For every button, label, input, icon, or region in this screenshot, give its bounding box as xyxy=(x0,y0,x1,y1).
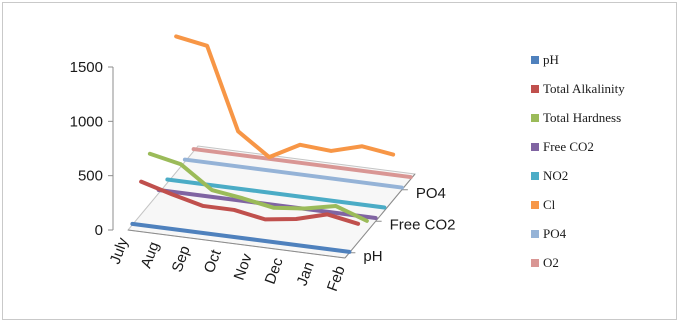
legend-label: NO2 xyxy=(543,168,568,183)
legend-label: Total Hardness xyxy=(543,110,621,125)
x-tick-label: Oct xyxy=(201,247,225,276)
series-line-cl xyxy=(174,34,396,160)
legend-swatch xyxy=(531,201,539,209)
y-tick-label: 0 xyxy=(95,222,103,239)
depth-tick-label: PO4 xyxy=(416,185,446,202)
x-axis-line xyxy=(127,229,346,259)
legend-label: Cl xyxy=(543,197,556,212)
legend-swatch xyxy=(531,56,539,64)
series-line-o2 xyxy=(191,147,413,180)
x-tick-label: Nov xyxy=(231,251,256,282)
x-tick-label: Aug xyxy=(138,240,163,271)
legend-label: Total Alkalinity xyxy=(543,81,625,96)
legend-label: pH xyxy=(543,52,559,67)
series-line-ph xyxy=(130,221,352,254)
legend-label: O2 xyxy=(543,255,559,270)
legend-swatch xyxy=(531,143,539,151)
legend-label: PO4 xyxy=(543,226,567,241)
legend-label: Free CO2 xyxy=(543,139,594,154)
series-line-po4 xyxy=(182,157,404,190)
y-tick-label: 500 xyxy=(78,168,103,185)
legend-swatch xyxy=(531,259,539,267)
legend-swatch xyxy=(531,85,539,93)
y-tick-label: 1000 xyxy=(70,113,103,130)
series-line-total-hardness xyxy=(147,151,369,223)
legend-swatch xyxy=(531,114,539,122)
y-tick-label: 1500 xyxy=(70,59,103,76)
depth-tick-label: Free CO2 xyxy=(390,216,456,233)
legend-swatch xyxy=(531,230,539,238)
depth-tick-label: pH xyxy=(363,248,382,265)
x-tick-label: Dec xyxy=(262,255,287,286)
legend-swatch xyxy=(531,172,539,180)
x-tick-label: Jan xyxy=(294,260,318,289)
x-tick-label: Feb xyxy=(324,264,349,294)
x-tick-label: Sep xyxy=(169,244,194,275)
x-tick-label: July xyxy=(107,235,132,266)
chart-frame xyxy=(2,2,677,320)
series-line-total-alkalinity xyxy=(139,179,361,226)
